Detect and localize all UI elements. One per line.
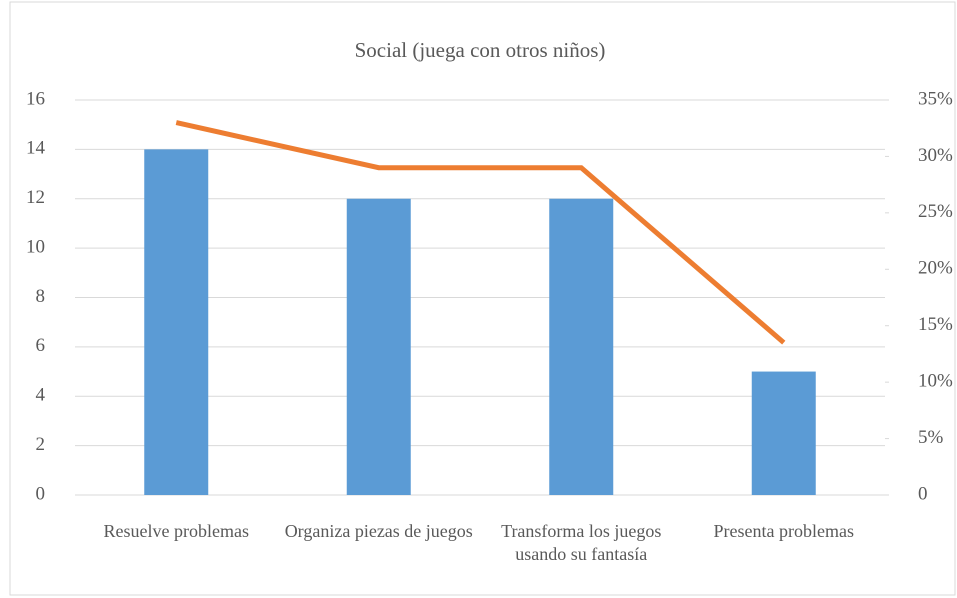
y-tick-label: 12	[26, 187, 45, 208]
x-tick-label-box: Resuelve problemas	[103, 521, 249, 541]
y-tick-label: 6	[36, 335, 46, 356]
y2-tick-label: 10%	[918, 371, 953, 392]
bar	[549, 198, 614, 495]
line	[175, 120, 786, 345]
y2-tick-label: 15%	[918, 314, 953, 335]
y2-tick-label: 30%	[918, 145, 953, 166]
x-tick-label-box: Presenta problemas	[713, 521, 854, 541]
y-tick-label: 14	[26, 138, 46, 159]
x-tick-label: Resuelve problemas	[103, 521, 249, 541]
chart-frame	[9, 1, 956, 596]
y-tick-label: 2	[36, 434, 46, 455]
y-tick-label: 0	[36, 483, 46, 504]
x-tick-label: Organiza piezas de juegos	[284, 521, 473, 541]
y-tick-label: 4	[36, 385, 46, 406]
chart-title: Social (juega con otros niños)	[355, 38, 606, 62]
y2-tick-label: 25%	[918, 201, 953, 222]
x-tick-label-box: Organiza piezas de juegos	[284, 521, 473, 541]
y-tick-label: 8	[36, 286, 46, 307]
y2-tick-label: 35%	[918, 88, 953, 109]
bar	[346, 198, 411, 495]
x-tick-label-box: Transforma los juegos usando su fantasía	[501, 521, 662, 564]
y2-tick-label: 0	[918, 483, 928, 504]
y-tick-label: 10	[26, 236, 45, 257]
y2-tick-label: 20%	[918, 258, 953, 279]
y-tick-label: 16	[26, 88, 45, 109]
bar	[751, 371, 816, 495]
x-tick-label: Presenta problemas	[713, 521, 854, 541]
y2-tick-label: 5%	[918, 427, 944, 448]
x-tick-label: Transforma los juegos usando su fantasía	[501, 521, 662, 564]
bar	[144, 149, 209, 495]
